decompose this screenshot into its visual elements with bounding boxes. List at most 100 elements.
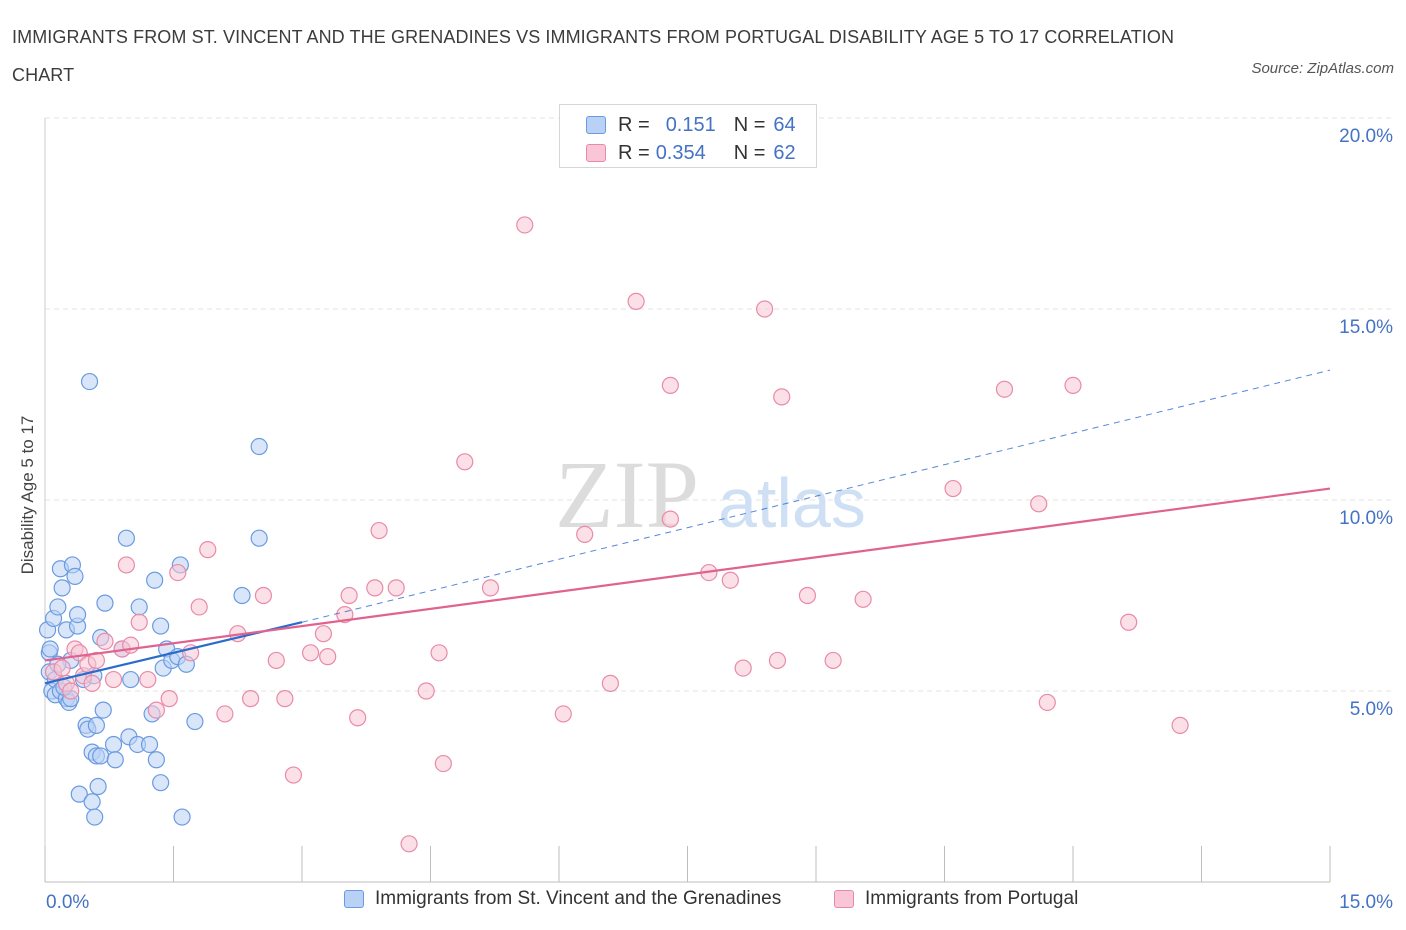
legend-swatch-blue xyxy=(586,116,606,134)
data-point-series2 xyxy=(601,674,620,692)
x-tick-label-max: 15.0% xyxy=(1339,892,1393,913)
data-point-series1 xyxy=(233,586,251,605)
legend-row-series2: R = 0.354 N = 62 xyxy=(586,139,796,167)
data-point-series2 xyxy=(944,479,962,498)
data-point-series2 xyxy=(130,613,148,631)
data-point-series2 xyxy=(83,674,101,692)
data-point-series1 xyxy=(140,735,159,754)
data-point-series1 xyxy=(89,777,107,796)
data-point-series2 xyxy=(995,380,1014,398)
data-point-series2 xyxy=(1030,495,1048,513)
data-point-series2 xyxy=(661,510,679,528)
data-point-series1 xyxy=(106,751,124,769)
data-point-series2 xyxy=(87,651,106,670)
y-tick-label: 5.0% xyxy=(1350,699,1393,720)
data-point-series2 xyxy=(661,376,679,394)
legend-r-label: R = xyxy=(618,141,650,164)
data-point-series2 xyxy=(1038,693,1056,712)
trend-line-series1-extension xyxy=(301,369,1331,623)
data-point-series2 xyxy=(516,216,534,234)
data-point-series1 xyxy=(80,372,99,391)
y-tick-label: 20.0% xyxy=(1339,126,1393,147)
data-point-series2 xyxy=(576,525,594,543)
data-point-series2 xyxy=(319,648,337,666)
data-point-series1 xyxy=(83,793,101,811)
data-point-series1 xyxy=(86,808,104,826)
y-tick-label: 10.0% xyxy=(1339,508,1393,529)
legend-r-value-series2: 0.354 xyxy=(655,141,706,164)
x-tick-label-min: 0.0% xyxy=(46,892,89,913)
watermark: ZIP atlas xyxy=(555,441,866,548)
data-point-series2 xyxy=(854,590,872,608)
axes xyxy=(44,118,1331,883)
data-point-series1 xyxy=(117,529,135,547)
watermark-atlas: atlas xyxy=(718,464,866,542)
data-point-series2 xyxy=(798,586,817,605)
data-point-series2 xyxy=(267,651,285,670)
data-point-series1 xyxy=(147,751,165,769)
legend-swatch-pink xyxy=(586,144,606,162)
data-point-series1 xyxy=(152,617,170,635)
trend-lines xyxy=(44,369,1331,685)
data-point-series2 xyxy=(190,598,208,616)
data-point-series2 xyxy=(400,835,418,853)
chart-title: IMMIGRANTS FROM ST. VINCENT AND THE GREN… xyxy=(12,27,1175,85)
data-point-series2 xyxy=(1171,716,1189,734)
correlation-legend: R = 0.151 N = 64 R = 0.354 N = 62 xyxy=(559,104,817,168)
data-point-series1 xyxy=(186,712,204,731)
data-point-series2 xyxy=(387,579,405,597)
data-point-series1 xyxy=(70,785,88,803)
legend-n-label: N = xyxy=(733,141,766,164)
data-point-series2 xyxy=(147,701,165,719)
data-point-series1 xyxy=(122,670,140,689)
data-point-series2 xyxy=(199,541,217,559)
series-name-series2: Immigrants from Portugal xyxy=(865,888,1079,909)
data-point-series1 xyxy=(146,571,164,589)
data-point-series2 xyxy=(349,709,367,727)
tick-labels: 5.0% 10.0% 15.0% 20.0% 0.0% 15.0% xyxy=(46,126,1393,913)
data-point-series2 xyxy=(254,586,273,605)
data-point-series1 xyxy=(96,594,114,612)
data-point-series1 xyxy=(68,605,87,624)
data-point-series1 xyxy=(49,598,67,616)
data-point-series2 xyxy=(554,705,572,723)
data-point-series2 xyxy=(755,300,774,318)
data-point-series2 xyxy=(417,682,435,700)
data-point-series2 xyxy=(314,625,333,643)
legend-r-value-series1: 0.151 xyxy=(665,113,716,136)
grid-lines xyxy=(45,117,1395,692)
data-point-series2 xyxy=(242,690,260,708)
series-name-series1: Immigrants from St. Vincent and the Gren… xyxy=(375,888,782,909)
data-point-series2 xyxy=(627,292,645,310)
data-point-series1 xyxy=(66,567,84,586)
data-point-series2 xyxy=(53,659,71,677)
data-point-series2 xyxy=(284,766,303,784)
data-point-series2 xyxy=(370,521,388,540)
data-point-series1 xyxy=(250,529,268,547)
data-point-series1 xyxy=(173,808,191,826)
data-point-series2 xyxy=(276,690,294,708)
data-point-series1 xyxy=(53,579,71,597)
series-swatch-pink xyxy=(834,890,854,908)
y-tick-label: 15.0% xyxy=(1339,317,1393,338)
data-point-series2 xyxy=(160,690,178,708)
data-point-series2 xyxy=(62,682,80,700)
data-point-series1 xyxy=(87,716,106,734)
data-point-series2 xyxy=(104,670,123,689)
chart-source: Source: ZipAtlas.com xyxy=(1251,60,1394,77)
data-point-series1 xyxy=(94,701,112,719)
data-point-series2 xyxy=(340,586,358,605)
data-point-series2 xyxy=(96,632,114,650)
series-legend-item-series2: Immigrants from Portugal xyxy=(834,888,1078,910)
data-point-series2 xyxy=(721,571,739,589)
data-point-series1 xyxy=(92,747,110,765)
series-legend-item-series1: Immigrants from St. Vincent and the Gren… xyxy=(344,888,781,910)
data-point-series2 xyxy=(216,705,234,723)
data-points xyxy=(38,216,1189,853)
data-point-series2 xyxy=(734,659,752,677)
legend-row-series1: R = 0.151 N = 64 xyxy=(586,111,796,139)
data-point-series2 xyxy=(824,651,842,670)
data-point-series1 xyxy=(104,735,123,754)
data-point-series2 xyxy=(434,754,452,773)
